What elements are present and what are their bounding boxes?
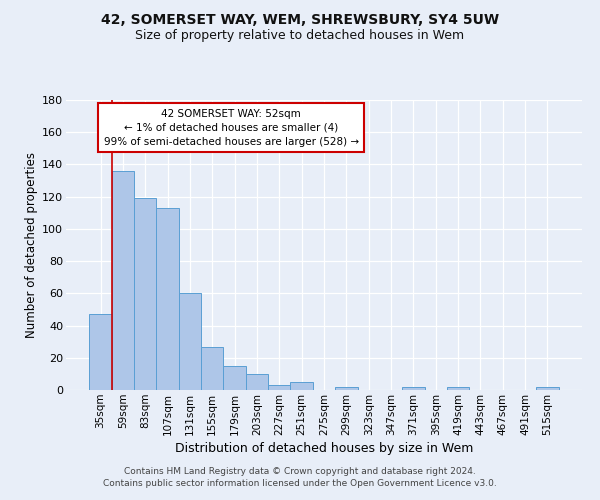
Bar [402,387,425,390]
Text: 42, SOMERSET WAY, WEM, SHREWSBURY, SY4 5UW: 42, SOMERSET WAY, WEM, SHREWSBURY, SY4 5… [101,12,499,26]
Y-axis label: Number of detached properties: Number of detached properties [25,152,38,338]
Bar [335,387,358,390]
Bar [223,366,246,390]
Bar [112,171,134,390]
Bar [179,294,201,390]
Bar [268,385,290,390]
Bar [447,387,469,390]
X-axis label: Distribution of detached houses by size in Wem: Distribution of detached houses by size … [175,442,473,455]
Bar [89,314,112,390]
Bar [246,374,268,390]
Bar [157,208,179,390]
Bar [536,387,559,390]
Bar [134,198,157,390]
Bar [201,346,223,390]
Text: Contains HM Land Registry data © Crown copyright and database right 2024.
Contai: Contains HM Land Registry data © Crown c… [103,466,497,487]
Text: 42 SOMERSET WAY: 52sqm
← 1% of detached houses are smaller (4)
99% of semi-detac: 42 SOMERSET WAY: 52sqm ← 1% of detached … [104,108,359,146]
Bar [290,382,313,390]
Text: Size of property relative to detached houses in Wem: Size of property relative to detached ho… [136,29,464,42]
